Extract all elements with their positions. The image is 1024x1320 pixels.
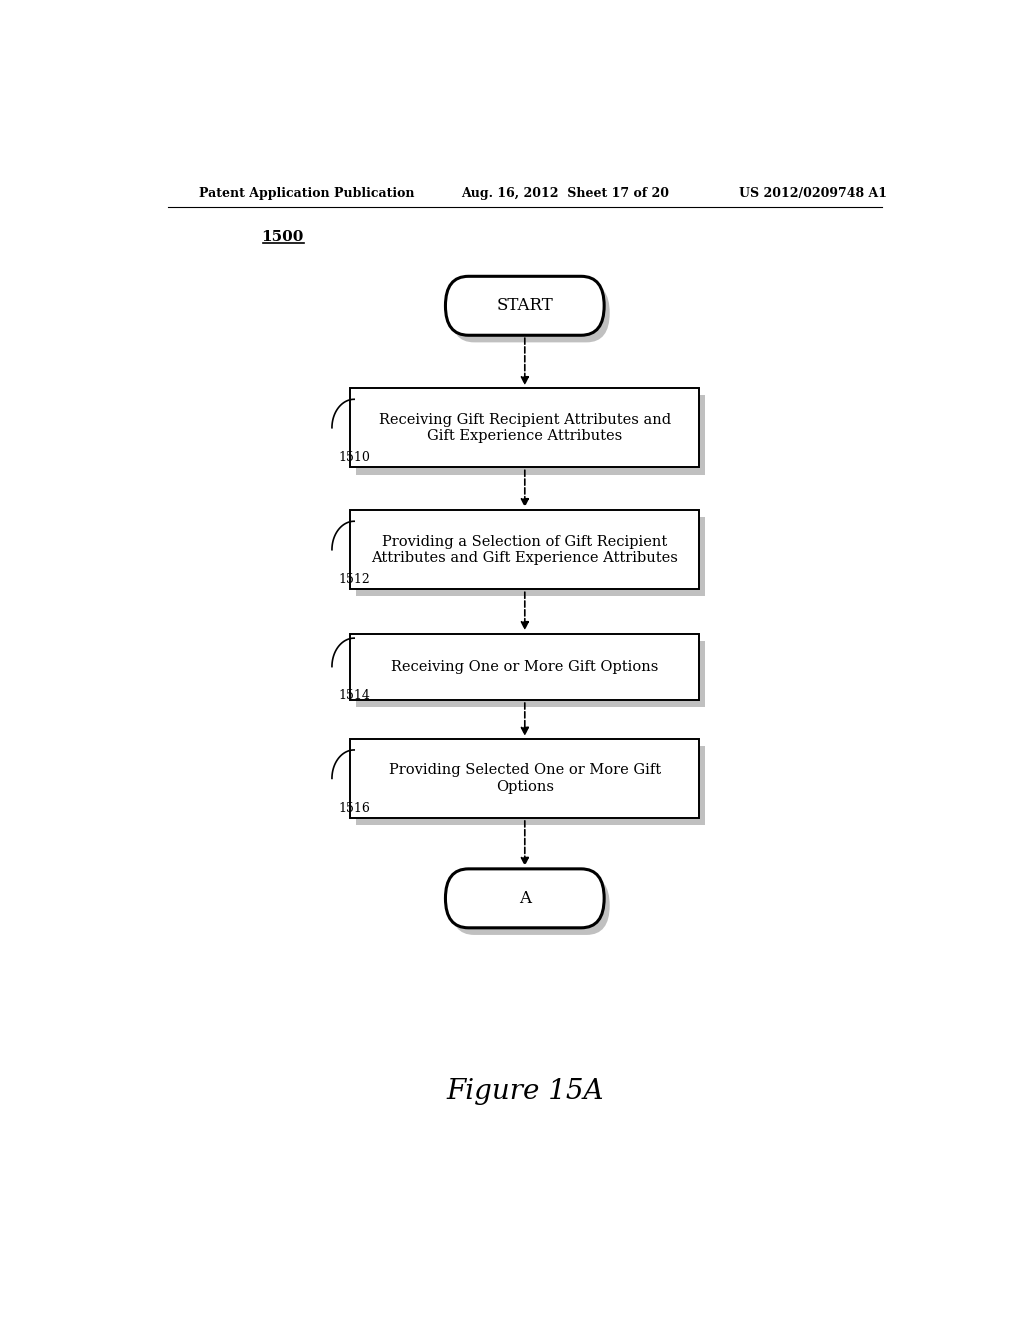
Text: Receiving Gift Recipient Attributes and
Gift Experience Attributes: Receiving Gift Recipient Attributes and … bbox=[379, 413, 671, 442]
FancyBboxPatch shape bbox=[451, 876, 609, 935]
Text: Providing Selected One or More Gift
Options: Providing Selected One or More Gift Opti… bbox=[389, 763, 660, 793]
FancyBboxPatch shape bbox=[355, 640, 705, 706]
Text: 1516: 1516 bbox=[338, 803, 371, 816]
FancyBboxPatch shape bbox=[355, 395, 705, 474]
Text: US 2012/0209748 A1: US 2012/0209748 A1 bbox=[739, 187, 887, 201]
Text: Providing a Selection of Gift Recipient
Attributes and Gift Experience Attribute: Providing a Selection of Gift Recipient … bbox=[372, 535, 678, 565]
Text: Aug. 16, 2012  Sheet 17 of 20: Aug. 16, 2012 Sheet 17 of 20 bbox=[461, 187, 670, 201]
Text: 1512: 1512 bbox=[338, 573, 370, 586]
Text: 1510: 1510 bbox=[338, 450, 371, 463]
Text: 1500: 1500 bbox=[261, 230, 304, 244]
FancyBboxPatch shape bbox=[350, 634, 699, 700]
FancyBboxPatch shape bbox=[451, 284, 609, 342]
FancyBboxPatch shape bbox=[445, 869, 604, 928]
FancyBboxPatch shape bbox=[445, 276, 604, 335]
FancyBboxPatch shape bbox=[355, 746, 705, 825]
Text: Patent Application Publication: Patent Application Publication bbox=[200, 187, 415, 201]
Text: START: START bbox=[497, 297, 553, 314]
FancyBboxPatch shape bbox=[350, 510, 699, 589]
Text: Figure 15A: Figure 15A bbox=[446, 1078, 603, 1105]
Text: A: A bbox=[519, 890, 530, 907]
FancyBboxPatch shape bbox=[350, 388, 699, 467]
FancyBboxPatch shape bbox=[355, 517, 705, 597]
Text: Receiving One or More Gift Options: Receiving One or More Gift Options bbox=[391, 660, 658, 673]
Text: 1514: 1514 bbox=[338, 689, 371, 701]
FancyBboxPatch shape bbox=[350, 739, 699, 818]
